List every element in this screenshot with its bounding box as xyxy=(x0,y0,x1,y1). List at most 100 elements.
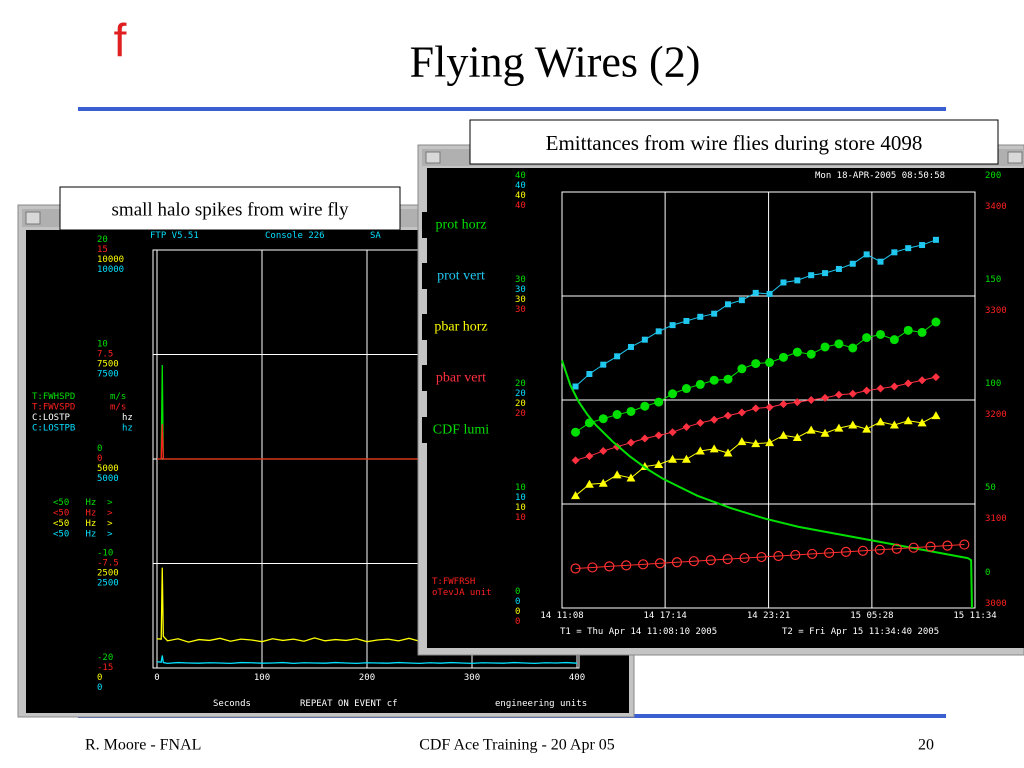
marker xyxy=(808,272,815,279)
series-line xyxy=(561,360,973,609)
marker xyxy=(890,382,899,391)
scale-label: 40 xyxy=(515,191,526,201)
logo: f xyxy=(114,14,127,66)
marker xyxy=(705,555,716,566)
legend-label: prot horz xyxy=(436,218,487,233)
trace-name: T:FWVSPD xyxy=(32,403,75,413)
marker xyxy=(681,384,691,394)
marker xyxy=(709,444,719,453)
x-tick-label: 14 11:08 xyxy=(540,611,583,621)
marker xyxy=(654,431,663,440)
marker xyxy=(889,420,899,429)
marker xyxy=(683,317,690,324)
marker xyxy=(903,416,913,425)
marker xyxy=(722,554,733,565)
marker xyxy=(600,361,607,368)
trace xyxy=(157,424,577,460)
legend-box xyxy=(422,417,506,443)
marker xyxy=(604,561,615,572)
marker xyxy=(682,423,691,432)
scale-label: 20 xyxy=(515,399,526,409)
marker xyxy=(863,251,870,258)
marker xyxy=(751,439,761,448)
legend-box xyxy=(422,365,506,391)
callout-box xyxy=(469,119,999,165)
trace-name: C:LOSTPB xyxy=(32,424,75,434)
marker xyxy=(723,448,733,457)
y2-tick-label: 100 xyxy=(985,379,1001,389)
footer-text: REPEAT ON EVENT cf xyxy=(300,699,398,709)
x-tick-label: 100 xyxy=(254,673,270,683)
marker xyxy=(779,400,788,409)
marker xyxy=(711,310,718,317)
marker xyxy=(638,559,649,570)
marker xyxy=(840,546,852,557)
marker xyxy=(671,557,683,568)
marker xyxy=(654,558,666,569)
callout: Emittances from wire flies during store … xyxy=(546,131,923,155)
marker xyxy=(710,415,719,424)
marker xyxy=(848,420,858,429)
window-button[interactable] xyxy=(425,151,441,164)
scale-label: 7.5 xyxy=(97,350,113,360)
marker xyxy=(959,539,970,550)
marker xyxy=(668,389,678,399)
window-button[interactable] xyxy=(25,211,41,225)
scale-label: 20 xyxy=(515,389,526,399)
marker xyxy=(903,325,913,335)
marker xyxy=(640,434,649,443)
y2-tick-label: 200 xyxy=(985,171,1001,181)
legend-box xyxy=(422,314,506,340)
scale-label: 0 xyxy=(515,607,520,617)
footer-text: engineering units xyxy=(495,699,587,709)
window-button[interactable] xyxy=(1007,151,1023,164)
marker xyxy=(621,560,632,571)
scale-label: 30 xyxy=(515,285,526,295)
trace-name: T:FWHSPD xyxy=(32,392,75,402)
rate-label: <50 Hz > xyxy=(53,498,113,508)
marker xyxy=(874,544,885,555)
marker xyxy=(668,428,677,437)
rate-label: <50 Hz > xyxy=(53,530,113,540)
marker xyxy=(918,376,927,385)
marker xyxy=(571,456,580,465)
marker xyxy=(752,289,759,296)
marker xyxy=(654,397,664,407)
marker xyxy=(917,327,927,337)
scale-label: 7500 xyxy=(97,370,119,380)
marker xyxy=(862,386,871,395)
y3-tick-label: 3400 xyxy=(985,202,1007,212)
marker xyxy=(737,364,747,374)
legend-box xyxy=(422,212,506,238)
marker xyxy=(695,379,705,389)
marker xyxy=(834,339,844,349)
scale-label: 2500 xyxy=(97,579,119,589)
marker xyxy=(614,353,621,360)
x-tick-label: 300 xyxy=(464,673,480,683)
time-label: T1 = Thu Apr 14 11:08:10 2005 xyxy=(560,627,717,637)
scale-label: 5000 xyxy=(97,474,119,484)
marker xyxy=(655,328,662,335)
footer-left: R. Moore - FNAL xyxy=(85,737,201,754)
marker xyxy=(925,541,936,552)
marker xyxy=(641,336,648,343)
marker xyxy=(586,371,593,377)
scale-label: 30 xyxy=(515,275,526,285)
marker xyxy=(849,260,856,267)
marker xyxy=(626,473,636,482)
marker xyxy=(931,411,941,420)
scale-label: 0 xyxy=(97,673,102,683)
scale-label: 30 xyxy=(515,305,526,315)
rule-top xyxy=(78,107,946,111)
marker xyxy=(820,342,830,352)
marker xyxy=(822,270,829,277)
marker xyxy=(696,418,705,427)
trace-unit: m/s xyxy=(110,403,126,413)
trace-unit: hz xyxy=(122,413,133,423)
callout-box xyxy=(59,186,401,231)
scale-label: -20 xyxy=(97,653,113,663)
legend-label: pbar horz xyxy=(434,320,487,335)
scale-label: 0 xyxy=(515,587,520,597)
y2-tick-label: 50 xyxy=(985,483,996,493)
x-tick-label: 400 xyxy=(569,673,585,683)
